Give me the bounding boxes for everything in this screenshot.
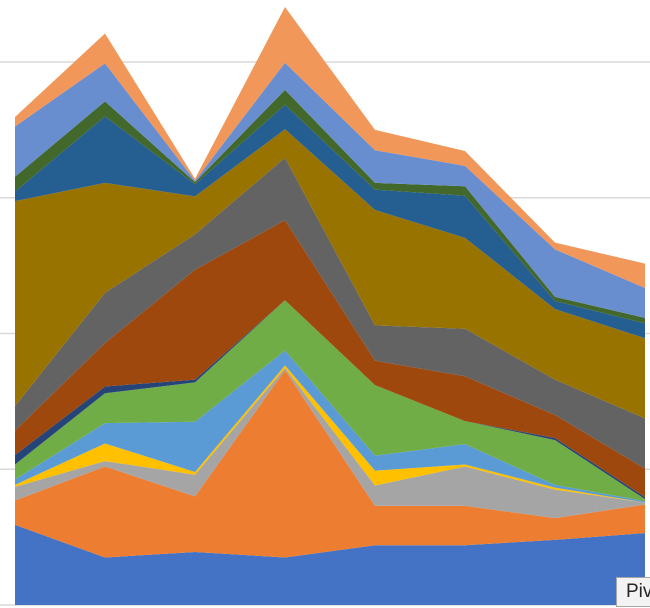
area-series	[15, 157, 645, 469]
area-series	[15, 365, 645, 503]
area-series	[15, 300, 645, 502]
area-series	[15, 89, 645, 324]
area-series	[15, 370, 645, 558]
area-series	[15, 368, 645, 519]
area-series	[15, 7, 645, 289]
area-series	[15, 62, 645, 318]
pivot-chart-button[interactable]: Piv	[616, 577, 650, 607]
area-series	[15, 524, 645, 605]
area-series	[15, 350, 645, 503]
area-series	[15, 129, 645, 419]
area-series	[15, 220, 645, 498]
area-series	[15, 104, 645, 339]
